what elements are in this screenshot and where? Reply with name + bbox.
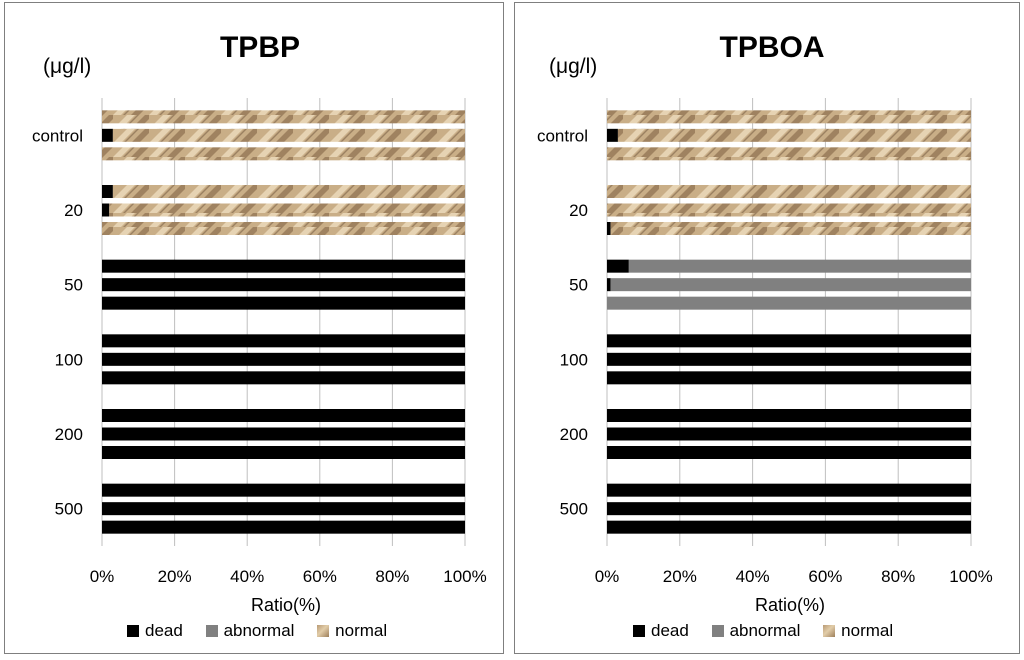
bar-segment-normal xyxy=(607,110,971,124)
bar-segment-dead xyxy=(102,259,465,273)
bar-segment-dead xyxy=(102,128,113,142)
bar-segment-dead xyxy=(607,259,629,273)
bar-segment-dead xyxy=(607,352,971,366)
legend-swatch-dead xyxy=(633,625,645,637)
x-tick-label: 0% xyxy=(595,567,620,586)
x-axis-title: Ratio(%) xyxy=(250,595,321,615)
y-axis-unit-label: (μg/l) xyxy=(549,55,598,78)
legend-item-abnormal: abnormal xyxy=(711,621,801,640)
x-tick-label: 80% xyxy=(881,567,915,586)
legend-label-abnormal: abnormal xyxy=(223,621,295,640)
legend-swatch-normal xyxy=(317,625,330,637)
bar-segment-normal xyxy=(112,185,465,198)
bar-segment-dead xyxy=(607,409,971,422)
bar-segment-dead xyxy=(102,278,465,292)
legend-label-abnormal: abnormal xyxy=(729,621,801,640)
y-category-label: control xyxy=(537,126,588,145)
x-tick-label: 20% xyxy=(158,567,192,586)
legend-swatch-abnormal xyxy=(205,625,218,637)
x-tick-label: 40% xyxy=(230,567,264,586)
y-category-label: 50 xyxy=(64,276,83,295)
chart-panel-tpbp: TPBP (μg/l) 0% 20% 40% 60% 80% 100% control 20 5… xyxy=(4,2,504,654)
legend-item-normal: normal xyxy=(317,621,387,640)
y-category-label: 20 xyxy=(64,201,83,220)
y-axis-unit-label: (μg/l) xyxy=(43,55,92,78)
bar-segment-dead xyxy=(102,352,465,366)
x-tick-label: 80% xyxy=(375,567,409,586)
y-category-label: 100 xyxy=(55,350,83,369)
y-category-label: 20 xyxy=(569,201,588,220)
bar-segment-normal xyxy=(607,147,971,161)
chart-panel-tpboa: TPBOA (μg/l) 0% 20% 40% 60% 80% 100% control 20… xyxy=(514,2,1020,654)
y-category-label: 500 xyxy=(560,500,588,519)
legend-label-normal: normal xyxy=(335,621,388,640)
bar-segment-dead xyxy=(102,371,465,385)
bar-segment-dead xyxy=(607,334,971,348)
y-category-label: 200 xyxy=(560,425,588,444)
bar-segment-dead xyxy=(102,502,465,516)
bar-segment-dead xyxy=(102,427,465,441)
bar-segment-dead xyxy=(102,446,465,459)
legend-item-normal: normal xyxy=(823,621,893,640)
bar-segment-dead xyxy=(607,520,971,534)
y-category-label: control xyxy=(32,126,83,145)
bar-segment-normal xyxy=(112,128,465,142)
bar-segment-normal xyxy=(102,110,465,124)
bar-segment-normal xyxy=(102,147,465,161)
bar-segment-dead xyxy=(102,334,465,348)
legend-item-abnormal: abnormal xyxy=(205,621,295,640)
bar-segment-dead xyxy=(607,427,971,441)
bar-segment-dead xyxy=(607,128,618,142)
y-category-label: 50 xyxy=(569,276,588,295)
legend-swatch-dead xyxy=(127,625,139,637)
x-tick-label: 100% xyxy=(949,567,992,586)
bar-segment-normal xyxy=(610,222,971,235)
bar-segment-abnormal xyxy=(628,259,971,273)
bar-segment-dead xyxy=(607,483,971,497)
bar-segment-abnormal xyxy=(610,278,971,292)
bar-segment-normal xyxy=(607,203,971,217)
legend-item-dead: dead xyxy=(633,621,689,640)
x-tick-label: 20% xyxy=(663,567,697,586)
bar-segment-dead xyxy=(102,520,465,534)
legend: dead abnormal normal xyxy=(127,621,405,641)
x-tick-label: 60% xyxy=(808,567,842,586)
legend: dead abnormal normal xyxy=(633,621,911,641)
legend-item-dead: dead xyxy=(127,621,183,640)
legend-label-dead: dead xyxy=(145,621,183,640)
bar-chart-plot: 0% 20% 40% 60% 80% 100% control 20 50 100 200 500 xyxy=(32,98,487,586)
bar-chart-plot: 0% 20% 40% 60% 80% 100% control 20 50 100 200 500 xyxy=(537,98,993,586)
bar-segment-dead xyxy=(102,185,113,198)
bar-segment-dead xyxy=(102,203,110,217)
bar-segment-dead xyxy=(607,446,971,459)
x-axis-title: Ratio(%) xyxy=(754,595,825,615)
y-category-label: 500 xyxy=(55,500,83,519)
bar-segment-dead xyxy=(102,409,465,422)
bar-segment-abnormal xyxy=(607,296,971,310)
y-category-label: 100 xyxy=(560,350,588,369)
x-tick-label: 100% xyxy=(443,567,486,586)
bar-segment-dead xyxy=(607,371,971,385)
legend-label-normal: normal xyxy=(841,621,894,640)
chart-title: TPBP xyxy=(219,31,300,64)
bar-segment-normal xyxy=(102,222,465,235)
y-category-label: 200 xyxy=(55,425,83,444)
legend-label-dead: dead xyxy=(651,621,689,640)
bar-segment-normal xyxy=(607,185,971,198)
bar-segment-dead xyxy=(607,502,971,516)
legend-swatch-normal xyxy=(823,625,836,637)
bar-segment-dead xyxy=(607,278,611,292)
bar-segment-dead xyxy=(102,483,465,497)
x-tick-label: 0% xyxy=(90,567,115,586)
chart-title: TPBOA xyxy=(719,31,825,64)
bar-segment-normal xyxy=(109,203,465,217)
bar-segment-normal xyxy=(617,128,971,142)
x-tick-label: 40% xyxy=(736,567,770,586)
x-tick-label: 60% xyxy=(303,567,337,586)
bar-segment-dead xyxy=(102,296,465,310)
legend-swatch-abnormal xyxy=(711,625,724,637)
bar-segment-dead xyxy=(607,222,611,235)
